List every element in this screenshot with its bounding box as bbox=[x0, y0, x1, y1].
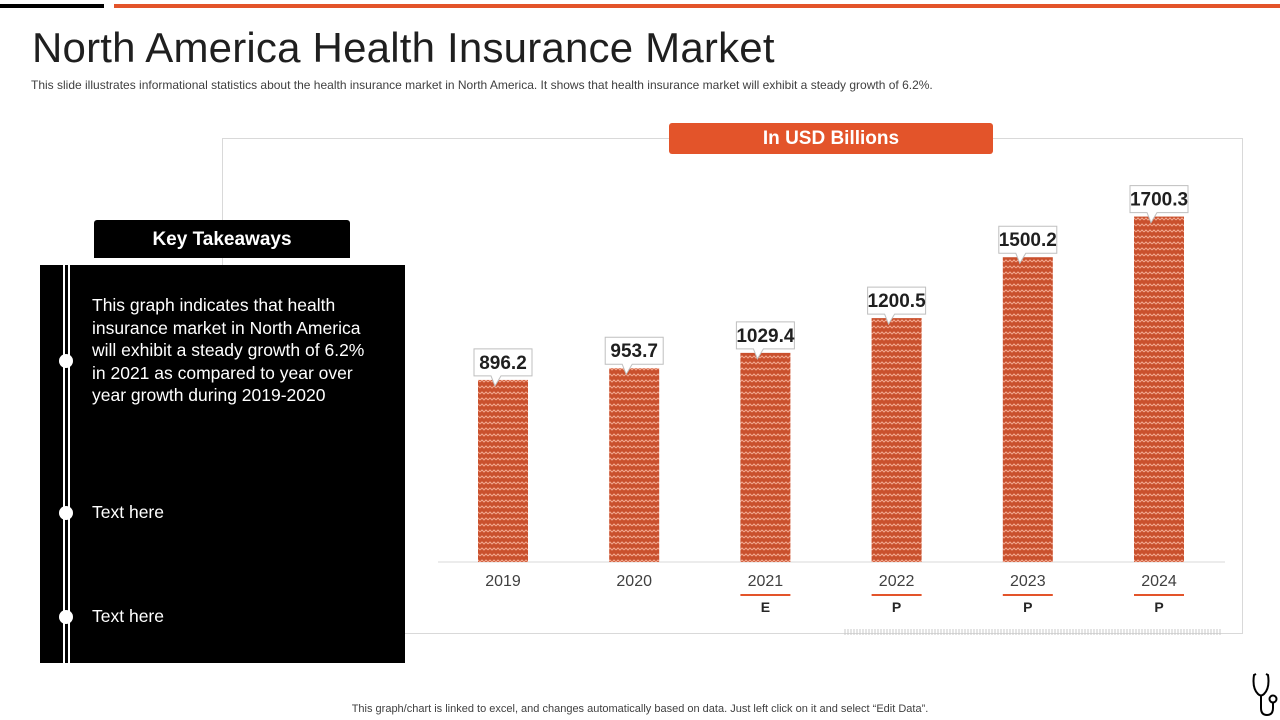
data-label: 1200.5 bbox=[868, 291, 927, 312]
stethoscope-icon bbox=[1252, 673, 1278, 717]
slide-subtitle: This slide illustrates informational sta… bbox=[31, 78, 933, 92]
top-accent-bar-black bbox=[0, 4, 104, 8]
timeline-line bbox=[63, 265, 65, 663]
estimate-flag: P bbox=[1023, 599, 1032, 615]
bar bbox=[740, 352, 791, 562]
timeline-line bbox=[68, 265, 70, 663]
timeline-dot bbox=[59, 610, 73, 624]
takeaway-item-1: This graph indicates that health insuran… bbox=[92, 295, 365, 405]
timeline-dot bbox=[59, 506, 73, 520]
estimate-flag: P bbox=[1154, 599, 1163, 615]
bar bbox=[1134, 216, 1184, 563]
estimate-flag: P bbox=[892, 599, 901, 615]
data-label-box bbox=[998, 225, 1058, 265]
x-tick-label: 2019 bbox=[485, 573, 521, 590]
estimate-flag: E bbox=[761, 599, 770, 615]
x-tick-label: 2021 bbox=[748, 573, 784, 590]
key-takeaways-title: Key Takeaways bbox=[94, 220, 350, 258]
data-label-box bbox=[1129, 185, 1189, 224]
bar bbox=[609, 368, 660, 562]
data-label: 953.7 bbox=[610, 341, 658, 362]
bar bbox=[478, 379, 528, 562]
x-tick-label: 2023 bbox=[1010, 573, 1046, 590]
data-label-box bbox=[867, 286, 927, 326]
x-tick-label: 2022 bbox=[879, 573, 915, 590]
bar bbox=[1002, 257, 1053, 562]
data-label: 1029.4 bbox=[736, 326, 795, 347]
takeaway-item-2: Text here bbox=[92, 502, 164, 522]
footer-note: This graph/chart is linked to excel, and… bbox=[351, 703, 929, 715]
key-takeaways-panel: This graph indicates that health insuran… bbox=[40, 265, 405, 663]
data-label-box bbox=[473, 348, 533, 388]
x-tick-label: 2020 bbox=[616, 573, 652, 590]
x-tick-label: 2024 bbox=[1141, 573, 1177, 590]
unit-banner: In USD Billions bbox=[669, 123, 993, 154]
data-label: 1500.2 bbox=[999, 230, 1057, 251]
takeaway-item-3: Text here bbox=[92, 606, 164, 626]
data-label: 1700.3 bbox=[1130, 190, 1188, 211]
bar bbox=[871, 318, 922, 562]
data-label-box bbox=[604, 336, 664, 376]
timeline-dot bbox=[59, 354, 73, 368]
top-accent-bar-orange bbox=[114, 4, 1280, 8]
data-label: 896.2 bbox=[479, 353, 527, 374]
data-label-box bbox=[735, 321, 795, 360]
slide-title: North America Health Insurance Market bbox=[32, 24, 775, 71]
